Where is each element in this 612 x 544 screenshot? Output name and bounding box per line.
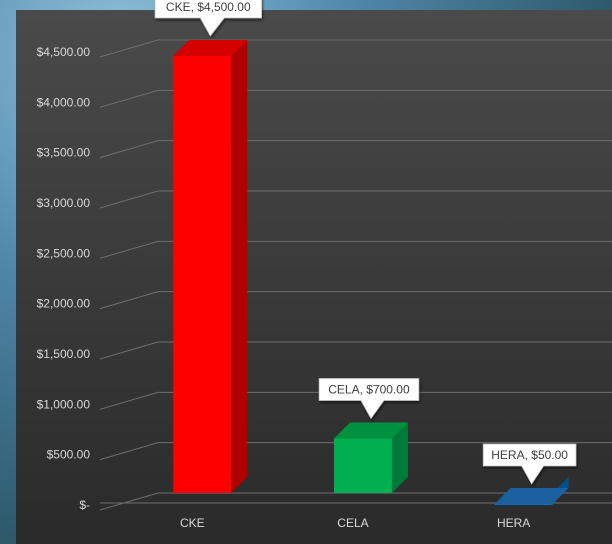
- bar-side: [391, 422, 408, 493]
- data-label: CKE, $4,500.00: [154, 0, 262, 37]
- data-label-box: [482, 443, 577, 485]
- gridline-side: [99, 39, 159, 58]
- y-tick-label: $500.00: [47, 448, 91, 462]
- bar-cela: [333, 422, 408, 493]
- gridline-side: [99, 492, 159, 511]
- data-label: HERA, $50.00: [482, 443, 577, 485]
- y-tick-label: $2,000.00: [37, 297, 91, 311]
- data-label-box: [154, 0, 262, 37]
- bar-hera: [494, 477, 569, 505]
- data-label-box: [318, 378, 420, 420]
- bar-top: [494, 487, 569, 504]
- bar-front: [173, 56, 232, 493]
- data-label-text: CKE, $4,500.00: [166, 0, 251, 14]
- y-tick-label: $1,000.00: [37, 397, 91, 411]
- y-tick-label: $3,000.00: [37, 196, 91, 210]
- y-tick-label: $2,500.00: [37, 246, 91, 260]
- gridline-side: [99, 391, 159, 410]
- y-tick-label: $3,500.00: [37, 146, 91, 160]
- x-tick-label: HERA: [497, 516, 530, 530]
- gridline-side: [99, 140, 159, 159]
- gridline-side: [99, 291, 159, 310]
- y-tick-label: $-: [79, 498, 90, 512]
- gridline-side: [99, 442, 159, 461]
- gridline-side: [99, 341, 159, 360]
- bar-front: [333, 438, 392, 493]
- y-tick-label: $4,500.00: [37, 45, 91, 59]
- gridline-side: [99, 190, 159, 209]
- x-axis-ticks: CKE CELA HERA: [180, 516, 530, 530]
- x-tick-label: CELA: [337, 516, 368, 530]
- y-tick-label: $4,000.00: [37, 95, 91, 109]
- bar-top: [173, 40, 248, 56]
- y-tick-label: $1,500.00: [37, 347, 91, 361]
- data-labels: CKE, $4,500.00 CELA, $700.00 HERA, $50.00: [154, 0, 577, 485]
- y-axis-ticks: $- $500.00 $1,000.00 $1,500.00 $2,000.00 $2,5…: [37, 45, 91, 512]
- bar-cke: [173, 40, 248, 493]
- bars: [173, 40, 569, 505]
- gridline-side: [99, 240, 159, 259]
- x-tick-label: CKE: [180, 516, 205, 530]
- data-label-text: HERA, $50.00: [491, 448, 568, 462]
- bar-front: [494, 503, 553, 505]
- data-label: CELA, $700.00: [318, 378, 420, 420]
- bar-top: [333, 422, 408, 439]
- gridline-side: [99, 89, 159, 108]
- data-label-text: CELA, $700.00: [328, 383, 410, 397]
- bar-side: [231, 40, 248, 493]
